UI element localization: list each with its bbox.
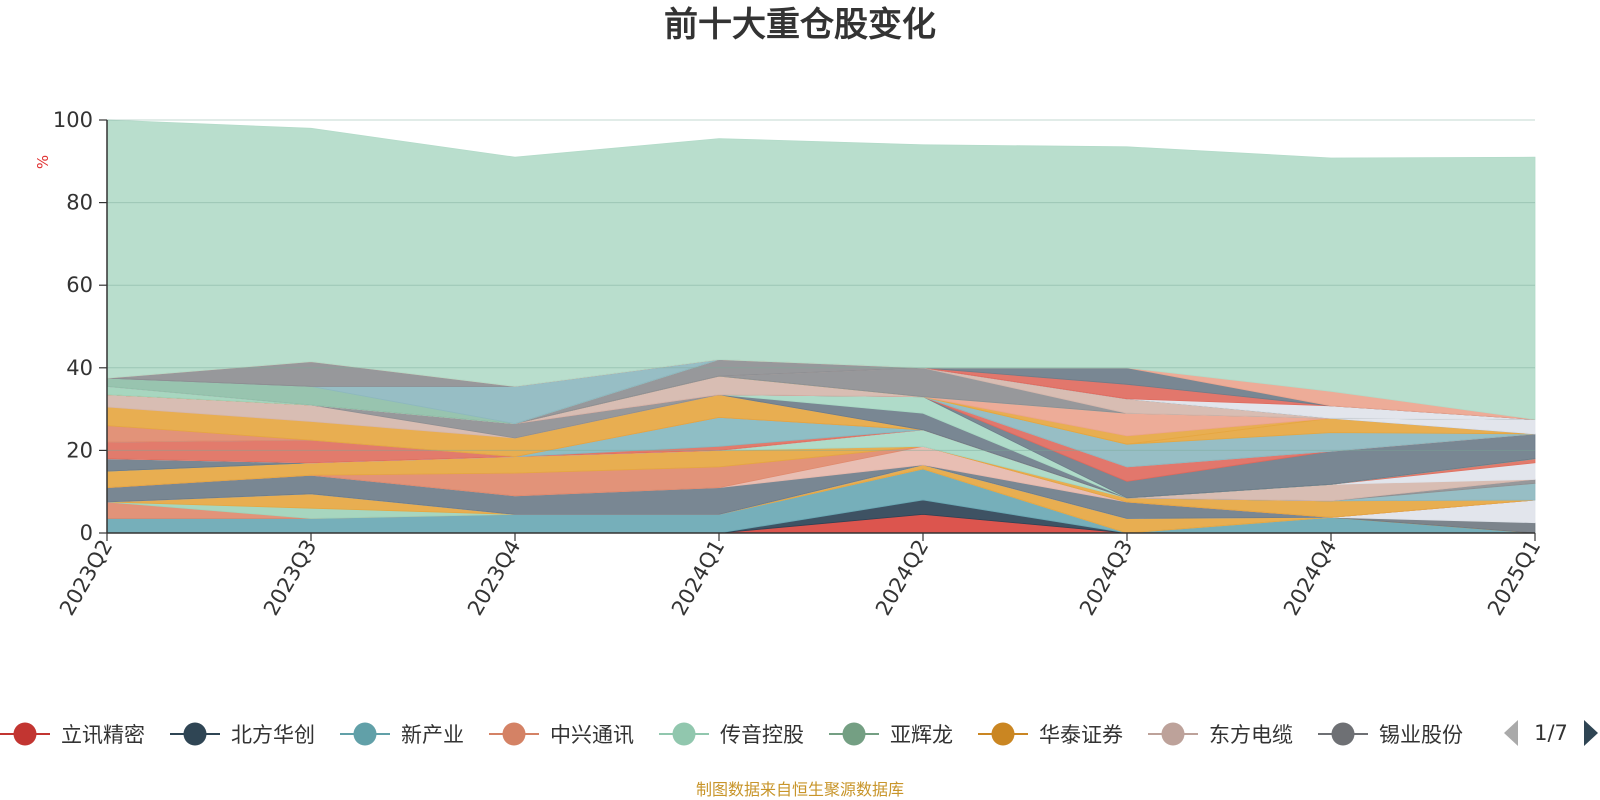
legend-label: 亚辉龙 [890,723,953,747]
x-tick-label: 2023Q2 [55,536,117,620]
y-tick-label: 0 [80,521,93,545]
legend-label: 中兴通讯 [550,723,634,747]
legend-item[interactable]: 中兴通讯 [489,722,634,748]
legend-label: 传音控股 [720,723,804,747]
legend-label: 锡业股份 [1379,723,1463,747]
legend-pager[interactable]: 1/7 [1504,720,1598,746]
legend-circle-marker [353,722,377,746]
legend-item[interactable]: 亚辉龙 [829,722,953,748]
legend-item[interactable]: 锡业股份 [1318,722,1463,748]
legend-circle-marker [502,722,526,746]
legend-item[interactable]: 传音控股 [659,722,804,748]
y-tick-label: 40 [66,356,93,380]
legend-item[interactable]: 东方电缆 [1148,722,1293,748]
legend-circle-marker [672,722,696,746]
legend-item[interactable]: 立讯精密 [0,722,145,748]
x-tick-label: 2023Q4 [463,536,525,620]
x-tick-label: 2024Q3 [1075,536,1137,620]
chart-title: 前十大重仓股变化 [664,5,936,45]
y-axis-unit: % [34,155,52,169]
legend-label: 新产业 [401,723,464,747]
x-tick-label: 2025Q1 [1483,536,1545,620]
x-tick-label: 2024Q1 [667,536,729,620]
y-tick-label: 100 [53,108,93,132]
legend-label: 华泰证券 [1039,723,1123,747]
legend-circle-marker [13,722,37,746]
y-tick-label: 60 [66,273,93,297]
legend-circle-marker [1161,722,1185,746]
legend-prev-page-icon[interactable] [1504,720,1518,746]
legend-label: 东方电缆 [1209,723,1293,747]
area-series-47 [106,119,1536,420]
legend-circle-marker [1331,722,1355,746]
x-tick-label: 2023Q3 [259,536,321,620]
legend-circle-marker [183,722,207,746]
y-tick-label: 80 [66,191,93,215]
legend-circle-marker [842,722,866,746]
legend-item[interactable]: 新产业 [340,722,464,748]
legend-item[interactable]: 北方华创 [170,722,315,748]
legend[interactable]: 立讯精密 北方华创 新产业 中兴通讯 传音控股 亚辉龙 华泰证券 东方电缆 锡业股份 [0,722,1463,748]
legend-circle-marker [991,722,1015,746]
legend-item[interactable]: 华泰证券 [978,722,1123,748]
legend-next-page-icon[interactable] [1584,720,1598,746]
x-tick-label: 2024Q4 [1279,536,1341,620]
stacked-areas [106,119,1536,534]
x-tick-label: 2024Q2 [871,536,933,620]
legend-label: 北方华创 [231,723,315,747]
legend-label: 立讯精密 [61,723,145,747]
legend-page-indicator: 1/7 [1534,721,1568,745]
data-source-note: 制图数据来自恒生聚源数据库 [696,780,904,799]
y-tick-label: 20 [66,438,93,462]
